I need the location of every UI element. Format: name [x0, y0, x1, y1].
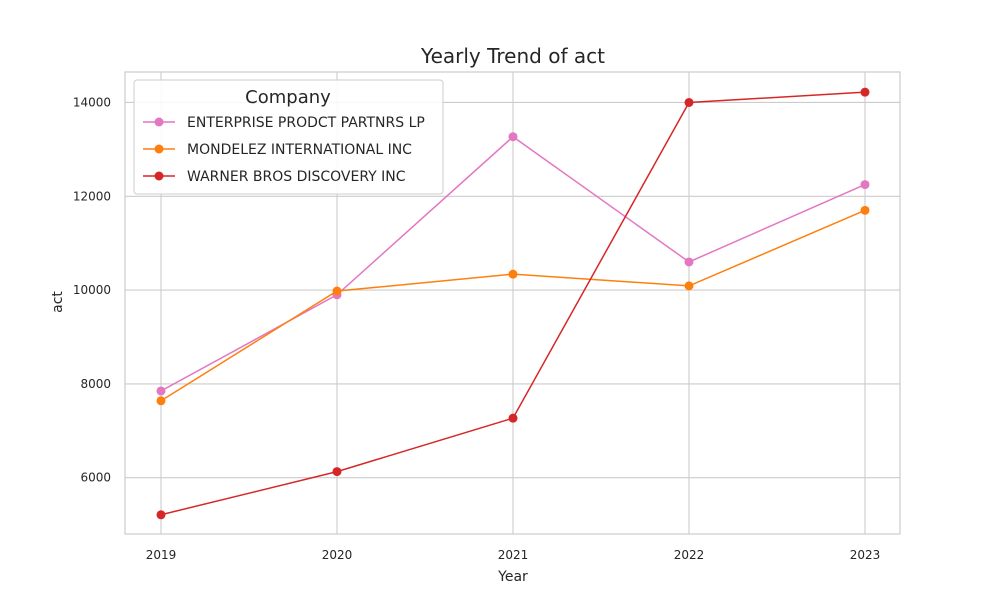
legend-box — [133, 79, 444, 195]
y-axis-label: act — [50, 291, 66, 313]
data-point — [156, 396, 166, 406]
legend-title: Company — [245, 87, 331, 108]
legend-items: ENTERPRISE PRODCT PARTNRS LP MONDELEZ INT… — [143, 115, 425, 185]
x-axis-label: Year — [497, 569, 528, 585]
y-tick-label: 12000 — [73, 189, 111, 203]
y-tick-label: 10000 — [73, 283, 111, 297]
legend-label: WARNER BROS DISCOVERY INC — [187, 169, 406, 185]
legend-label: ENTERPRISE PRODCT PARTNRS LP — [187, 115, 425, 131]
data-point — [508, 132, 518, 142]
x-tick-label: 2020 — [322, 548, 353, 562]
series-3 — [156, 87, 870, 520]
data-point — [860, 87, 870, 97]
data-point — [860, 205, 870, 215]
x-tick-label: 2023 — [850, 548, 881, 562]
legend-label: MONDELEZ INTERNATIONAL INC — [187, 142, 412, 158]
data-point — [860, 180, 870, 190]
x-tick-label: 2021 — [498, 548, 529, 562]
legend-item: WARNER BROS DISCOVERY INC — [143, 169, 406, 185]
data-point — [684, 97, 694, 107]
y-tick-label: 6000 — [80, 471, 111, 485]
y-tick-label: 8000 — [80, 377, 111, 391]
y-tick-label: 14000 — [73, 95, 111, 109]
x-tick-label: 2019 — [146, 548, 177, 562]
legend-swatch-marker — [154, 117, 164, 127]
series-group — [156, 87, 870, 520]
data-point — [508, 413, 518, 423]
legend: Company ENTERPRISE PRODCT PARTNRS LP MOND… — [133, 79, 444, 195]
chart-title: Yearly Trend of act — [420, 44, 605, 68]
data-point — [156, 386, 166, 396]
data-point — [332, 286, 342, 296]
data-point — [684, 257, 694, 267]
axis-ticks: 2019 2020 2021 2022 2023 6000 8000 10000 12000 14… — [73, 95, 880, 562]
data-point — [684, 281, 694, 291]
legend-item: ENTERPRISE PRODCT PARTNRS LP — [143, 115, 425, 131]
x-tick-label: 2022 — [674, 548, 705, 562]
data-point — [508, 269, 518, 279]
plot-area-frame — [124, 71, 901, 535]
legend-item: MONDELEZ INTERNATIONAL INC — [143, 142, 412, 158]
data-point — [332, 467, 342, 477]
series-2 — [156, 205, 870, 406]
legend-swatch-marker — [154, 171, 164, 181]
legend-swatch-marker — [154, 144, 164, 154]
data-point — [156, 510, 166, 520]
